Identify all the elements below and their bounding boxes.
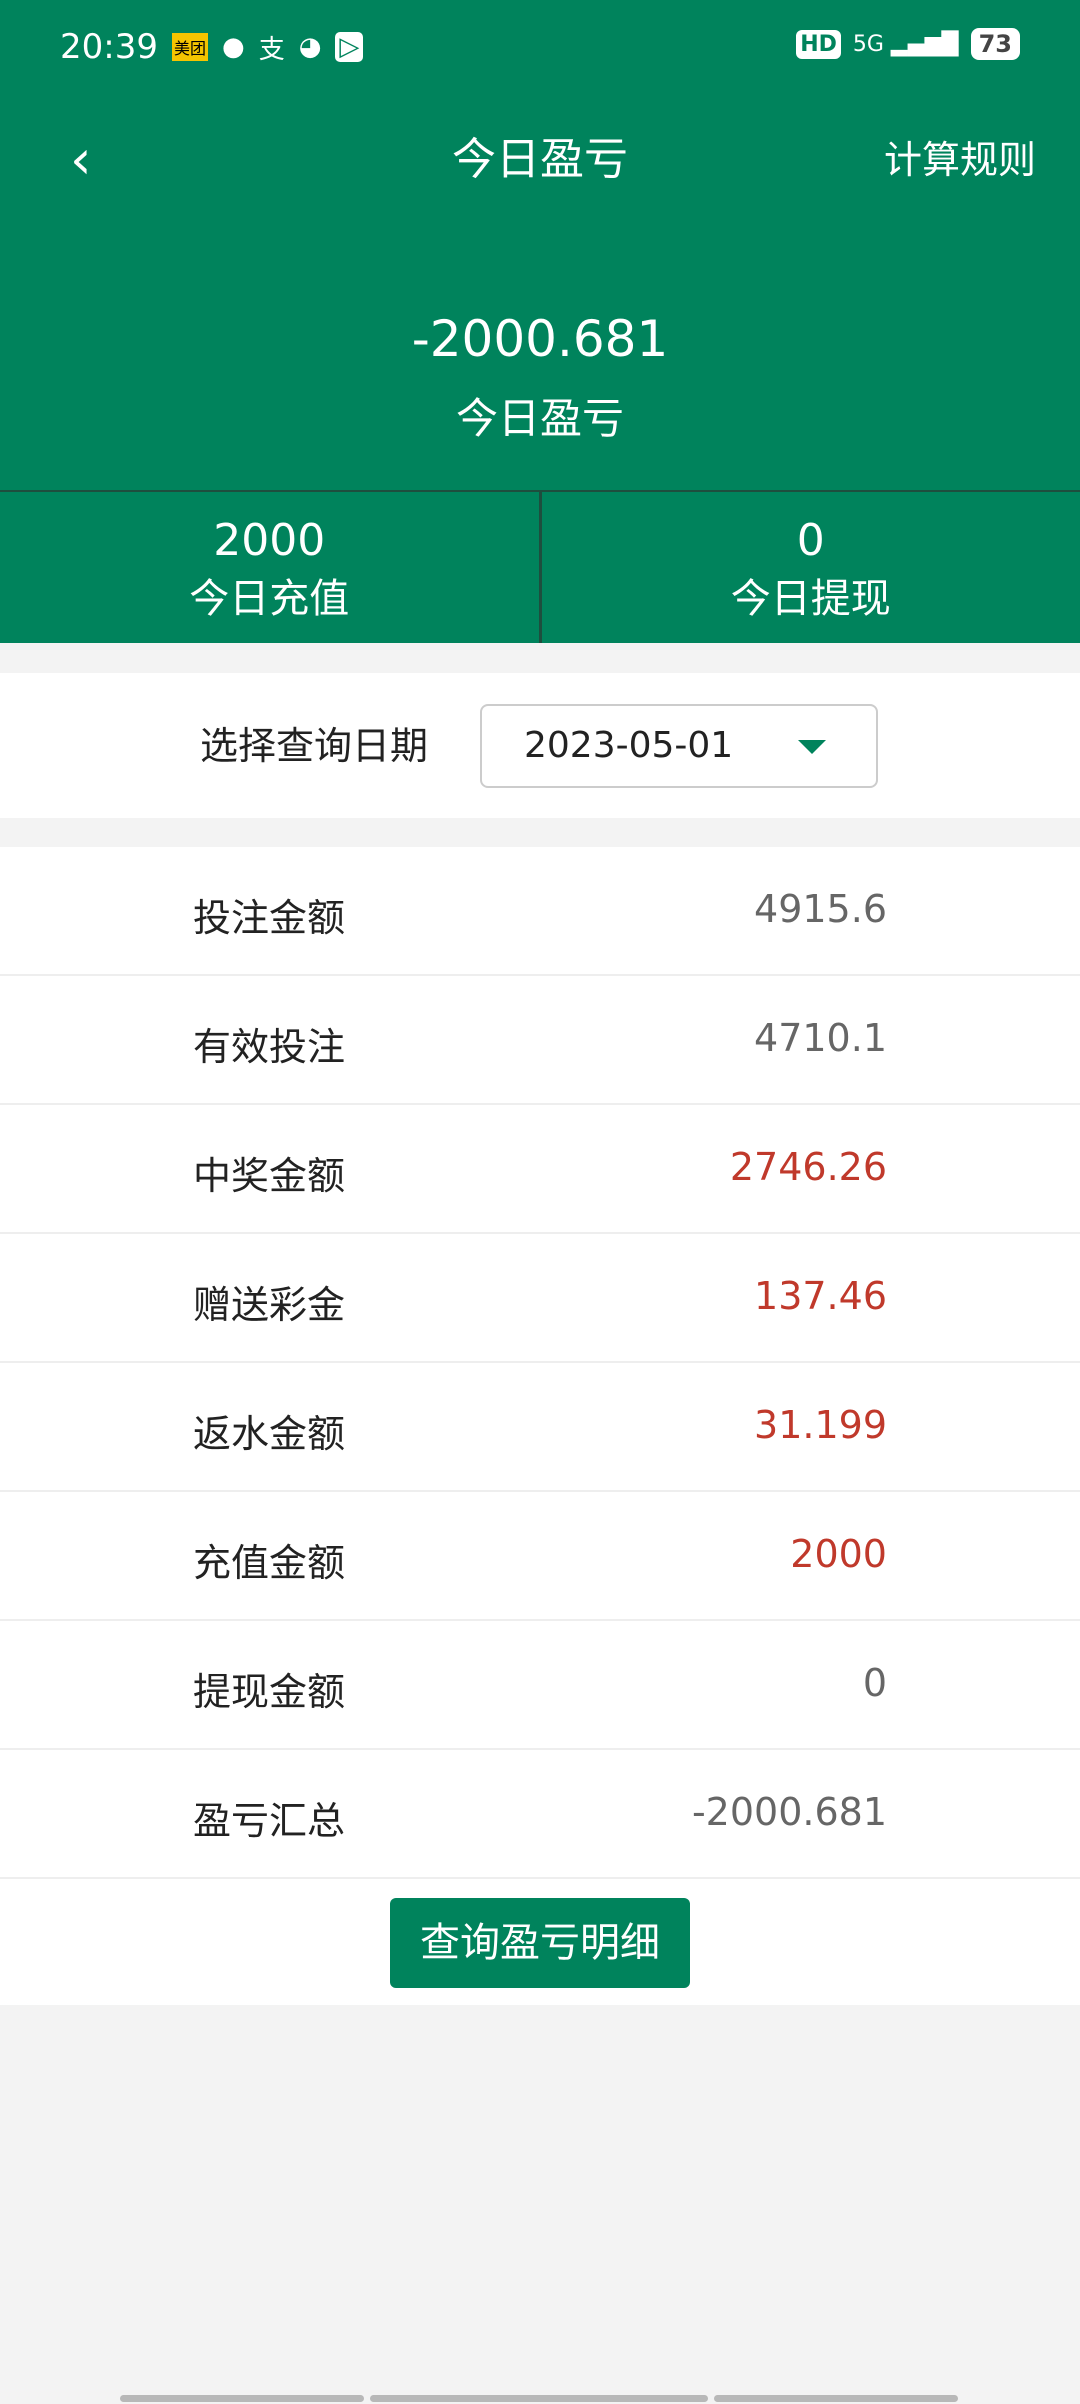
item-label: 提现金额 xyxy=(193,1670,346,1714)
network-type: 5G xyxy=(852,31,884,57)
wechat-icon: ◕ xyxy=(298,32,322,62)
button-row: 查询盈亏明细 xyxy=(0,1879,1080,2005)
list-item: 充值金额 2000 xyxy=(0,1492,1080,1621)
alipay-icon: 支 xyxy=(258,34,285,65)
item-label: 充值金额 xyxy=(193,1541,346,1585)
item-value: 31.199 xyxy=(754,1403,887,1447)
battery-icon: 73 xyxy=(970,28,1020,60)
item-label: 返水金额 xyxy=(193,1412,346,1456)
dropdown-arrow-icon xyxy=(798,740,826,754)
status-time: 20:39 xyxy=(60,27,158,67)
stat-value: 2000 xyxy=(213,515,326,566)
nav-handle xyxy=(370,2395,708,2402)
gesture-bar xyxy=(120,2395,958,2402)
item-value: 2746.26 xyxy=(729,1145,887,1189)
date-select[interactable]: 2023-05-01 xyxy=(480,704,878,788)
stat-value: 0 xyxy=(796,515,825,566)
stat-label: 今日提现 xyxy=(730,576,891,622)
header: 20:39 美团 ● 支 ◕ ▷ HD 5G ▂▄▆█ 73 ‹ 今日盈亏 计算… xyxy=(0,0,1080,490)
item-value: 2000 xyxy=(790,1532,887,1576)
list-item: 中奖金额 2746.26 xyxy=(0,1105,1080,1234)
list-item: 盈亏汇总 -2000.681 xyxy=(0,1750,1080,1879)
item-label: 有效投注 xyxy=(193,1025,346,1069)
message-icon: ● xyxy=(222,32,245,62)
page-title: 今日盈亏 xyxy=(452,134,628,185)
date-label: 选择查询日期 xyxy=(200,724,429,768)
meituan-icon: 美团 xyxy=(171,33,208,61)
item-label: 盈亏汇总 xyxy=(193,1799,346,1843)
nav-handle xyxy=(714,2395,958,2402)
stat-label: 今日充值 xyxy=(189,576,350,622)
today-profit-amount: -2000.681 xyxy=(411,310,669,368)
item-label: 中奖金额 xyxy=(193,1154,346,1198)
signal-icon: 5G ▂▄▆█ xyxy=(852,31,959,57)
query-detail-button[interactable]: 查询盈亏明细 xyxy=(390,1898,690,1988)
list-item: 有效投注 4710.1 xyxy=(0,976,1080,1105)
date-value: 2023-05-01 xyxy=(524,725,734,766)
list-item: 投注金额 4915.6 xyxy=(0,847,1080,976)
stat-withdraw: 0 今日提现 xyxy=(538,492,1080,643)
status-bar: 20:39 美团 ● 支 ◕ ▷ HD 5G ▂▄▆█ 73 xyxy=(60,22,1020,72)
item-label: 投注金额 xyxy=(193,896,346,940)
item-value: -2000.681 xyxy=(691,1790,887,1834)
item-value: 4710.1 xyxy=(754,1016,887,1060)
item-label: 赠送彩金 xyxy=(193,1283,346,1327)
calculation-rules-link[interactable]: 计算规则 xyxy=(883,138,1036,182)
list-item: 提现金额 0 xyxy=(0,1621,1080,1750)
stats-row: 2000 今日充值 0 今日提现 xyxy=(0,490,1080,643)
item-value: 4915.6 xyxy=(754,887,887,931)
list-item: 返水金额 31.199 xyxy=(0,1363,1080,1492)
item-value: 0 xyxy=(862,1661,887,1705)
play-icon: ▷ xyxy=(335,32,364,62)
back-button[interactable]: ‹ xyxy=(70,128,92,191)
hd-icon: HD xyxy=(796,29,841,59)
today-profit-label: 今日盈亏 xyxy=(455,394,624,443)
item-value: 137.46 xyxy=(754,1274,887,1318)
list-item: 赠送彩金 137.46 xyxy=(0,1234,1080,1363)
summary-list: 投注金额 4915.6 有效投注 4710.1 中奖金额 2746.26 赠送彩金 137.4… xyxy=(0,847,1080,1879)
stat-recharge: 2000 今日充值 xyxy=(0,492,539,643)
nav-handle xyxy=(120,2395,364,2402)
date-filter: 选择查询日期 2023-05-01 xyxy=(0,673,1080,818)
